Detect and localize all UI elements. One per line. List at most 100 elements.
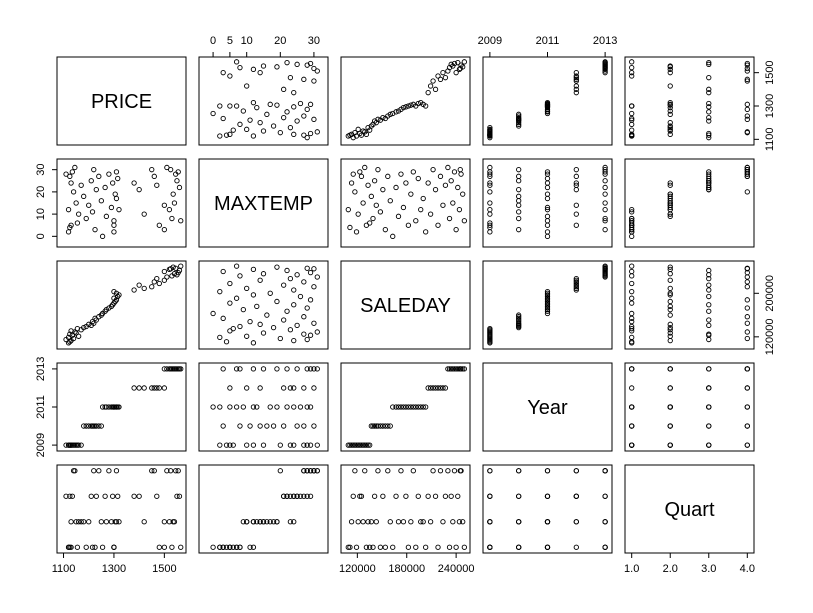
point-Year-MAXTEMP-21 bbox=[516, 227, 522, 233]
point-SALEDAY-Quart-37 bbox=[423, 544, 429, 550]
point-Quart-SALEDAY-45 bbox=[706, 275, 712, 282]
point-PRICE-MAXTEMP-42 bbox=[156, 222, 162, 228]
point-MAXTEMP-Quart-54 bbox=[304, 468, 310, 474]
point-MAXTEMP-SALEDAY-4 bbox=[277, 335, 283, 342]
point-Quart-SALEDAY-56 bbox=[629, 263, 635, 269]
point-Year-MAXTEMP-35 bbox=[544, 207, 551, 213]
point-SALEDAY-MAXTEMP-1 bbox=[347, 224, 353, 231]
panel-frame bbox=[340, 362, 471, 452]
point-PRICE-MAXTEMP-34 bbox=[115, 175, 121, 182]
point-MAXTEMP-SALEDAY-5 bbox=[217, 334, 223, 341]
point-SALEDAY-PRICE-31 bbox=[408, 102, 414, 108]
point-MAXTEMP-PRICE-11 bbox=[227, 131, 233, 137]
point-Quart-MAXTEMP-56 bbox=[629, 218, 635, 224]
point-Quart-Year-22 bbox=[744, 423, 750, 429]
panel-frame bbox=[198, 158, 329, 248]
point-Year-SALEDAY-43 bbox=[573, 279, 579, 285]
point-MAXTEMP-Year-35 bbox=[250, 404, 257, 410]
point-SALEDAY-Year-30 bbox=[405, 404, 412, 410]
point-Quart-PRICE-40 bbox=[744, 78, 750, 84]
point-SALEDAY-MAXTEMP-26 bbox=[395, 213, 402, 219]
point-PRICE-Year-36 bbox=[113, 404, 120, 410]
point-SALEDAY-MAXTEMP-41 bbox=[432, 187, 439, 193]
point-Quart-SALEDAY-18 bbox=[744, 320, 750, 326]
point-Quart-MAXTEMP-47 bbox=[629, 215, 635, 222]
point-PRICE-SALEDAY-57 bbox=[168, 266, 174, 272]
point-Quart-PRICE-52 bbox=[706, 60, 712, 66]
point-MAXTEMP-SALEDAY-51 bbox=[220, 268, 226, 275]
point-Quart-PRICE-50 bbox=[744, 60, 750, 67]
point-SALEDAY-Year-48 bbox=[448, 366, 454, 372]
point-MAXTEMP-SALEDAY-50 bbox=[307, 269, 314, 276]
point-SALEDAY-MAXTEMP-40 bbox=[430, 167, 436, 173]
panel-Quart-vs-Year bbox=[482, 464, 613, 554]
point-Year-MAXTEMP-40 bbox=[573, 167, 579, 173]
point-SALEDAY-Quart-33 bbox=[413, 544, 419, 550]
point-Year-MAXTEMP-44 bbox=[573, 202, 579, 208]
point-MAXTEMP-PRICE-26 bbox=[240, 108, 246, 114]
panel-frame bbox=[624, 260, 755, 350]
point-Quart-PRICE-21 bbox=[629, 115, 635, 122]
point-Quart-PRICE-18 bbox=[744, 116, 750, 122]
point-PRICE-MAXTEMP-51 bbox=[161, 227, 168, 233]
panel-Year-vs-MAXTEMP bbox=[198, 362, 329, 452]
point-SALEDAY-Quart-44 bbox=[440, 519, 446, 525]
point-MAXTEMP-Quart-37 bbox=[217, 544, 223, 550]
point-MAXTEMP-PRICE-14 bbox=[270, 123, 277, 129]
point-SALEDAY-Quart-53 bbox=[456, 519, 463, 525]
point-SALEDAY-MAXTEMP-22 bbox=[385, 173, 391, 179]
panel-Year-vs-Year: Year bbox=[482, 362, 613, 452]
panel-frame bbox=[624, 158, 755, 248]
point-PRICE-Quart-15 bbox=[83, 544, 89, 550]
point-SALEDAY-Year-5 bbox=[353, 442, 360, 448]
point-MAXTEMP-Year-11 bbox=[227, 442, 233, 448]
point-MAXTEMP-PRICE-57 bbox=[311, 65, 317, 72]
point-Quart-SALEDAY-57 bbox=[744, 266, 750, 272]
point-MAXTEMP-Year-25 bbox=[284, 404, 290, 410]
point-PRICE-Quart-14 bbox=[81, 519, 87, 525]
point-MAXTEMP-PRICE-32 bbox=[307, 101, 314, 107]
point-PRICE-Quart-13 bbox=[74, 544, 81, 550]
point-PRICE-Year-26 bbox=[103, 404, 110, 410]
point-Quart-Year-57 bbox=[744, 366, 750, 372]
point-MAXTEMP-SALEDAY-29 bbox=[291, 302, 297, 308]
point-MAXTEMP-Year-2 bbox=[291, 442, 297, 448]
point-Year-SALEDAY-25 bbox=[544, 308, 551, 314]
point-Year-SALEDAY-18 bbox=[516, 320, 522, 326]
panel-MAXTEMP-vs-SALEDAY bbox=[340, 158, 471, 248]
point-MAXTEMP-PRICE-20 bbox=[281, 115, 287, 121]
point-PRICE-Quart-22 bbox=[96, 468, 102, 474]
point-Year-SALEDAY-38 bbox=[573, 287, 579, 293]
panel-Year-vs-SALEDAY bbox=[340, 362, 471, 452]
point-Quart-Year-23 bbox=[667, 423, 673, 429]
point-Quart-PRICE-10 bbox=[744, 129, 750, 135]
point-Quart-SALEDAY-19 bbox=[629, 318, 635, 325]
point-SALEDAY-Quart-8 bbox=[358, 493, 365, 499]
point-SALEDAY-Quart-25 bbox=[393, 493, 399, 499]
point-SALEDAY-MAXTEMP-24 bbox=[390, 233, 396, 239]
point-Year-MAXTEMP-37 bbox=[544, 229, 551, 235]
point-MAXTEMP-SALEDAY-49 bbox=[260, 271, 267, 277]
point-MAXTEMP-Year-26 bbox=[240, 404, 246, 410]
tick-label-SALEDAY: 200000 bbox=[764, 275, 776, 312]
point-MAXTEMP-SALEDAY-46 bbox=[314, 274, 320, 280]
point-Quart-Year-34 bbox=[706, 404, 712, 410]
point-MAXTEMP-Year-44 bbox=[257, 385, 263, 391]
point-Year-SALEDAY-44 bbox=[573, 277, 579, 283]
panel-MAXTEMP-vs-PRICE bbox=[56, 158, 187, 248]
point-SALEDAY-Quart-23 bbox=[387, 519, 393, 525]
point-SALEDAY-MAXTEMP-30 bbox=[405, 222, 412, 228]
point-Year-SALEDAY-26 bbox=[544, 306, 551, 313]
point-MAXTEMP-SALEDAY-40 bbox=[311, 284, 317, 290]
tick-label-SALEDAY: 180000 bbox=[388, 563, 425, 575]
point-MAXTEMP-PRICE-27 bbox=[304, 106, 310, 112]
point-SALEDAY-Year-7 bbox=[357, 442, 363, 448]
point-MAXTEMP-Year-50 bbox=[307, 366, 314, 372]
point-Year-MAXTEMP-55 bbox=[602, 191, 608, 197]
point-PRICE-Quart-43 bbox=[151, 468, 157, 474]
point-Year-PRICE-41 bbox=[573, 86, 579, 92]
point-SALEDAY-Quart-15 bbox=[370, 544, 376, 550]
point-SALEDAY-Quart-4 bbox=[352, 468, 358, 474]
point-PRICE-Quart-42 bbox=[156, 544, 162, 550]
point-SALEDAY-Year-42 bbox=[435, 385, 441, 391]
